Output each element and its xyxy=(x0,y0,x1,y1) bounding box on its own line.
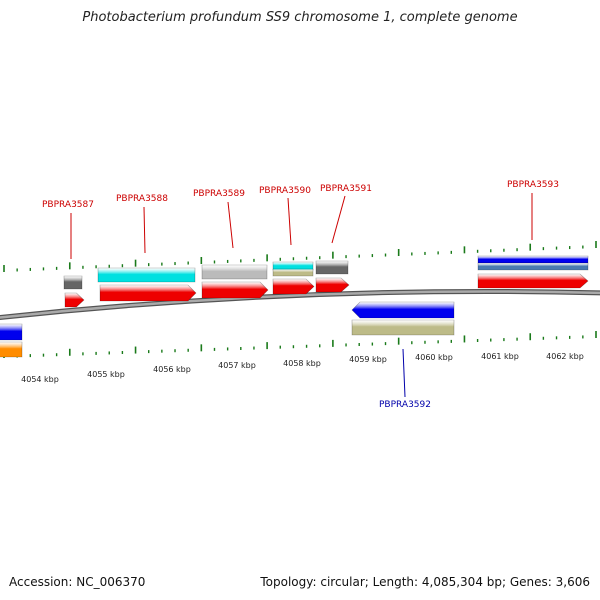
genome-summary-text: Topology: circular; Length: 4,085,304 bp… xyxy=(260,575,590,589)
gene-label-pbpra3587: PBPRA3587 xyxy=(42,200,94,210)
gene-label-pbpra3592: PBPRA3592 xyxy=(379,400,431,410)
gene-label-pbpra3590: PBPRA3590 xyxy=(259,186,311,196)
gene-bar-3587 xyxy=(63,275,83,290)
gene-bar-3591 xyxy=(315,260,349,275)
gene-bar-3593-upper xyxy=(477,255,589,264)
cds-arrow-3591 xyxy=(315,277,350,293)
cds-arrow-3593 xyxy=(477,273,589,289)
gene-bar-3589 xyxy=(201,264,268,280)
gene-label-leader xyxy=(143,206,146,254)
scale-label: 4057 kbp xyxy=(218,361,256,370)
scale-label: 4056 kbp xyxy=(153,365,191,374)
gene-bar-3590-lower xyxy=(272,268,314,277)
gene-bar-3588 xyxy=(97,267,196,283)
cds-arrow-3592 xyxy=(351,301,455,319)
cds-arrow-3589 xyxy=(201,281,269,299)
gene-label-leader xyxy=(227,201,234,249)
gene-label-leader xyxy=(402,348,406,398)
scale-label: 4059 kbp xyxy=(349,355,387,364)
scale-label: 4054 kbp xyxy=(21,375,59,384)
gene-label-leader xyxy=(331,195,346,244)
gene-label-pbpra3593: PBPRA3593 xyxy=(507,180,559,190)
gene-label-pbpra3589: PBPRA3589 xyxy=(193,189,245,199)
scale-label: 4055 kbp xyxy=(87,370,125,379)
scale-label: 4062 kbp xyxy=(546,352,584,361)
gene-bar-3593-lower xyxy=(477,262,589,271)
gene-label-leader xyxy=(287,197,292,246)
gene-label-pbpra3591: PBPRA3591 xyxy=(320,184,372,194)
scale-label: 4060 kbp xyxy=(415,353,453,362)
scale-label: 4058 kbp xyxy=(283,359,321,368)
accession-text: Accession: NC_006370 xyxy=(9,575,146,589)
map-title: Photobacterium profundum SS9 chromosome … xyxy=(82,10,518,25)
edge-feature-blue xyxy=(0,323,23,341)
gene-label-pbpra3588: PBPRA3588 xyxy=(116,194,168,204)
gene-bar-3592 xyxy=(351,319,455,336)
backbone-arc xyxy=(0,290,600,319)
cds-arrow-3590 xyxy=(272,278,315,295)
scale-label: 4061 kbp xyxy=(481,352,519,361)
cds-arrow-3587 xyxy=(64,292,85,308)
cds-arrow-3588 xyxy=(99,284,197,302)
edge-feature-orange xyxy=(0,341,23,358)
